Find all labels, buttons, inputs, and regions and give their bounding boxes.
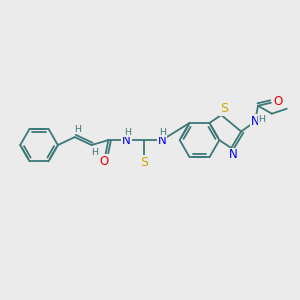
Text: O: O bbox=[100, 155, 109, 168]
Text: N: N bbox=[158, 134, 166, 147]
Text: N: N bbox=[229, 148, 238, 161]
Text: H: H bbox=[74, 125, 81, 134]
Text: O: O bbox=[273, 95, 282, 108]
Text: H: H bbox=[124, 128, 131, 137]
Text: N: N bbox=[122, 134, 130, 147]
Text: S: S bbox=[220, 102, 228, 115]
Text: H: H bbox=[259, 115, 266, 124]
Text: N: N bbox=[250, 115, 260, 128]
Text: H: H bbox=[91, 148, 98, 158]
Text: H: H bbox=[159, 128, 167, 137]
Text: S: S bbox=[140, 156, 148, 170]
